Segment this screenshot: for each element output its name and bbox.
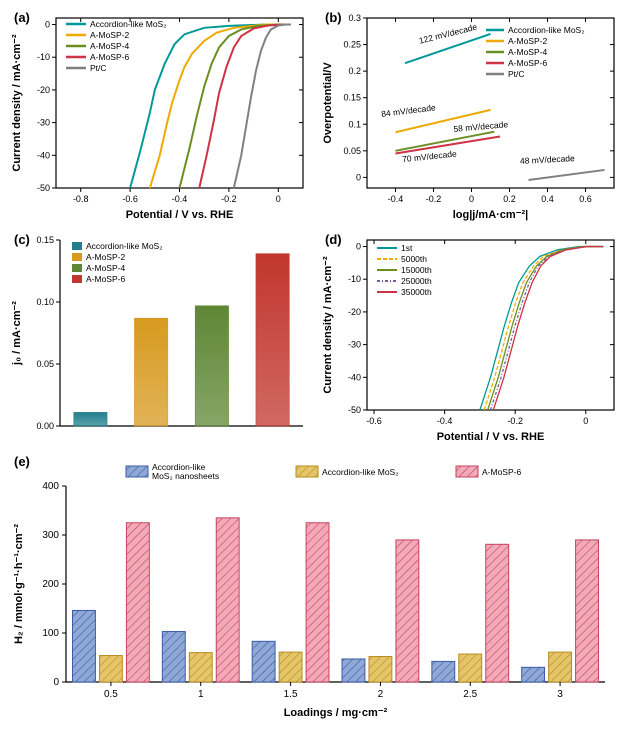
svg-text:200: 200 — [42, 579, 59, 590]
svg-text:0.5: 0.5 — [104, 689, 118, 700]
svg-text:0: 0 — [45, 20, 50, 30]
svg-text:-0.2: -0.2 — [221, 194, 237, 204]
svg-text:84 mV/decade: 84 mV/decade — [381, 102, 437, 119]
svg-text:2: 2 — [378, 689, 384, 700]
svg-text:-0.4: -0.4 — [388, 194, 404, 204]
svg-text:A-MoSP-6: A-MoSP-6 — [86, 274, 125, 284]
panel-d-svg: -0.6 -0.4 -0.2 0 -50 -40 -30 -20 -10 0 Potential /… — [319, 230, 622, 444]
svg-text:Current density / mA·cm⁻²: Current density / mA·cm⁻² — [322, 256, 334, 394]
panel-e: (e) 0 100 200 300 400 H₂ / mmol·g⁻¹·h⁻¹·cm⁻² L… — [8, 452, 615, 722]
svg-text:Potential / V vs. RHE: Potential / V vs. RHE — [437, 431, 545, 443]
svg-text:log|j/mA·cm⁻²|: log|j/mA·cm⁻²| — [453, 209, 529, 221]
svg-text:25000th: 25000th — [401, 276, 432, 286]
svg-text:H₂ / mmol·g⁻¹·h⁻¹·cm⁻²: H₂ / mmol·g⁻¹·h⁻¹·cm⁻² — [13, 524, 25, 644]
panel-a-label: (a) — [14, 10, 30, 25]
svg-text:-10: -10 — [348, 274, 361, 284]
panel-b: (b) -0.4 -0.2 0 0.2 0.4 0.6 0 0.05 0.1 0.15 0.2 0.2… — [319, 8, 622, 222]
svg-text:-50: -50 — [348, 405, 361, 415]
svg-text:A-MoSP-4: A-MoSP-4 — [90, 41, 129, 51]
svg-text:Current density / mA·cm⁻²: Current density / mA·cm⁻² — [11, 34, 23, 172]
svg-text:Accordion-like MoS₂: Accordion-like MoS₂ — [90, 19, 167, 29]
panel-e-label: (e) — [14, 454, 30, 469]
svg-text:48 mV/decade: 48 mV/decade — [520, 153, 576, 166]
panel-c-label: (c) — [14, 232, 30, 247]
svg-text:15000th: 15000th — [401, 265, 432, 275]
svg-text:0: 0 — [469, 194, 474, 204]
svg-text:-0.8: -0.8 — [73, 194, 89, 204]
panel-c: (c) 0.00 0.05 0.10 0.15 j₀ / mA·cm⁻² Accordio… — [8, 230, 311, 444]
svg-text:Overpotential/V: Overpotential/V — [322, 62, 334, 144]
svg-text:0.6: 0.6 — [579, 194, 592, 204]
svg-text:0.15: 0.15 — [36, 235, 54, 245]
panel-a-svg: -0.8 -0.6 -0.4 -0.2 0 -50 -40 -30 -20 -10 0 Potenti… — [8, 8, 311, 222]
svg-text:-50: -50 — [37, 183, 50, 193]
svg-text:1.5: 1.5 — [284, 689, 298, 700]
svg-text:0.2: 0.2 — [348, 66, 361, 76]
svg-text:j₀ / mA·cm⁻²: j₀ / mA·cm⁻² — [11, 301, 23, 366]
svg-text:0: 0 — [356, 172, 361, 182]
svg-text:0.3: 0.3 — [348, 13, 361, 23]
svg-text:0: 0 — [356, 242, 361, 252]
svg-text:0.4: 0.4 — [541, 194, 554, 204]
svg-text:0.10: 0.10 — [36, 297, 54, 307]
svg-text:A-MoSP-6: A-MoSP-6 — [90, 52, 129, 62]
svg-text:400: 400 — [42, 481, 59, 492]
panel-b-label: (b) — [325, 10, 342, 25]
svg-text:100: 100 — [42, 628, 59, 639]
svg-text:0.05: 0.05 — [36, 359, 54, 369]
svg-text:A-MoSP-2: A-MoSP-2 — [86, 252, 125, 262]
svg-text:5000th: 5000th — [401, 254, 427, 264]
svg-text:0: 0 — [53, 677, 59, 688]
svg-text:2.5: 2.5 — [463, 689, 477, 700]
svg-text:0.25: 0.25 — [343, 40, 361, 50]
panel-e-svg: 0 100 200 300 400 H₂ / mmol·g⁻¹·h⁻¹·cm⁻² Loadi… — [8, 452, 615, 722]
svg-text:A-MoSP-4: A-MoSP-4 — [86, 263, 125, 273]
svg-text:A-MoSP-2: A-MoSP-2 — [90, 30, 129, 40]
svg-text:Potential / V vs. RHE: Potential / V vs. RHE — [126, 209, 234, 221]
svg-text:-0.6: -0.6 — [122, 194, 138, 204]
svg-text:Pt/C: Pt/C — [90, 63, 107, 73]
svg-text:0.2: 0.2 — [503, 194, 516, 204]
svg-text:58 mV/decade: 58 mV/decade — [453, 119, 509, 134]
svg-text:0.05: 0.05 — [343, 146, 361, 156]
svg-text:0.1: 0.1 — [348, 119, 361, 129]
svg-text:-30: -30 — [37, 118, 50, 128]
panel-a: (a) -0.8 -0.6 -0.4 -0.2 0 -50 -40 -30 -20 -10 0 Pot… — [8, 8, 311, 222]
svg-text:-0.4: -0.4 — [437, 416, 453, 426]
svg-text:A-MoSP-6: A-MoSP-6 — [482, 467, 521, 477]
svg-text:-20: -20 — [37, 85, 50, 95]
svg-text:A-MoSP-4: A-MoSP-4 — [508, 47, 547, 57]
svg-text:-0.2: -0.2 — [426, 194, 442, 204]
svg-text:MoS₂ nanosheets: MoS₂ nanosheets — [152, 471, 219, 481]
svg-text:-20: -20 — [348, 307, 361, 317]
svg-text:Accordion-like MoS₂: Accordion-like MoS₂ — [322, 467, 399, 477]
svg-text:0.15: 0.15 — [343, 93, 361, 103]
svg-text:3: 3 — [557, 689, 563, 700]
panel-d-label: (d) — [325, 232, 342, 247]
svg-text:35000th: 35000th — [401, 287, 432, 297]
svg-text:-30: -30 — [348, 340, 361, 350]
svg-text:Loadings / mg·cm⁻²: Loadings / mg·cm⁻² — [284, 707, 388, 719]
svg-text:0: 0 — [583, 416, 588, 426]
panel-d: (d) -0.6 -0.4 -0.2 0 -50 -40 -30 -20 -10 0 Potenti… — [319, 230, 622, 444]
svg-text:-40: -40 — [37, 150, 50, 160]
svg-text:A-MoSP-6: A-MoSP-6 — [508, 58, 547, 68]
svg-text:Accordion-like MoS₂: Accordion-like MoS₂ — [508, 25, 585, 35]
svg-text:0.00: 0.00 — [36, 421, 54, 431]
svg-text:-40: -40 — [348, 372, 361, 382]
svg-text:-0.4: -0.4 — [172, 194, 188, 204]
svg-text:1st: 1st — [401, 243, 413, 253]
svg-text:300: 300 — [42, 530, 59, 541]
svg-text:0: 0 — [276, 194, 281, 204]
panel-b-svg: -0.4 -0.2 0 0.2 0.4 0.6 0 0.05 0.1 0.15 0.2 0.25 0.3… — [319, 8, 622, 222]
svg-text:Pt/C: Pt/C — [508, 69, 525, 79]
svg-text:-0.2: -0.2 — [507, 416, 523, 426]
svg-text:-10: -10 — [37, 52, 50, 62]
svg-text:1: 1 — [198, 689, 204, 700]
svg-text:A-MoSP-2: A-MoSP-2 — [508, 36, 547, 46]
svg-text:-0.6: -0.6 — [366, 416, 382, 426]
svg-text:Accordion-like MoS₂: Accordion-like MoS₂ — [86, 241, 163, 251]
panel-c-svg: 0.00 0.05 0.10 0.15 j₀ / mA·cm⁻² Accordion-li… — [8, 230, 311, 444]
